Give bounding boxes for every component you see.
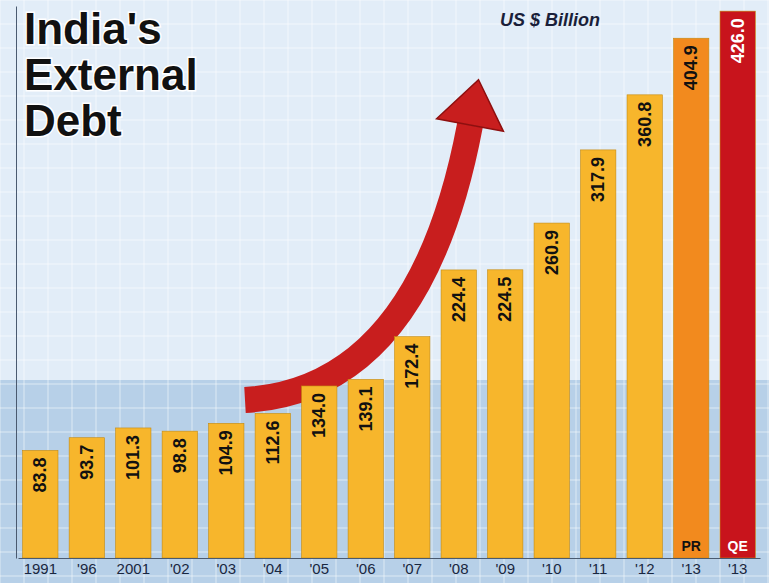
y-axis <box>16 7 17 559</box>
x-tick-label: '13 <box>728 560 748 577</box>
data-label: 139.1 <box>356 386 376 431</box>
paper-line <box>768 0 769 583</box>
annotations: PR QE <box>681 538 747 554</box>
x-tick-label: '05 <box>309 560 329 577</box>
paper-line <box>0 0 769 1</box>
bar <box>23 450 58 558</box>
x-tick: '04 <box>263 558 283 577</box>
bar <box>441 270 476 558</box>
y-axis-line <box>16 7 17 559</box>
data-label: 112.6 <box>263 420 283 464</box>
bar <box>395 337 430 558</box>
x-tick: '08 <box>449 558 469 577</box>
x-tick-label: '96 <box>77 560 97 577</box>
bar <box>627 95 662 558</box>
background-paper <box>0 0 769 583</box>
paper-line <box>432 0 433 583</box>
x-tick: '96 <box>77 558 97 577</box>
x-tick: '05 <box>309 558 329 577</box>
x-axis: 1991 '96 2001 '02 '03 '04 '05 '06 '07 '08 '09 '10 '1… <box>19 558 761 577</box>
bars <box>23 11 756 558</box>
x-tick-label: '09 <box>495 560 515 577</box>
bar <box>348 379 383 558</box>
x-tick-label: '08 <box>449 560 469 577</box>
paper-line <box>0 0 1 583</box>
bar <box>302 386 337 558</box>
x-tick-label: 1991 <box>24 560 57 577</box>
bar <box>720 11 755 558</box>
paper-line <box>672 0 673 583</box>
data-label: 224.5 <box>495 277 515 322</box>
x-tick-label: '13 <box>681 560 701 577</box>
bar <box>488 270 523 558</box>
x-tick: '07 <box>402 558 422 577</box>
background <box>0 0 769 583</box>
title: India'sExternalDebt <box>24 4 198 145</box>
data-label: 426.0 <box>728 18 748 63</box>
bar <box>209 423 244 558</box>
x-tick-label: '10 <box>542 560 562 577</box>
x-tick-label: 2001 <box>117 560 150 577</box>
x-tick-label: '02 <box>170 560 190 577</box>
bar <box>534 223 569 558</box>
x-tick-label: '11 <box>589 560 607 577</box>
arrow-body <box>245 125 470 400</box>
x-tick-label: '12 <box>635 560 655 577</box>
bar <box>116 428 151 558</box>
background-top <box>0 0 769 583</box>
arrow-head <box>437 80 504 132</box>
data-label: 317.9 <box>588 157 608 202</box>
title-line: Debt <box>24 96 122 145</box>
bar <box>581 150 616 558</box>
data-label: 172.4 <box>402 344 422 389</box>
data-label: 224.4 <box>449 277 469 322</box>
x-tick: 2001 <box>117 558 150 577</box>
data-label: 260.9 <box>542 230 562 275</box>
data-label: 83.8 <box>30 457 50 492</box>
bar <box>162 431 197 558</box>
paper-line <box>528 0 529 583</box>
title-line: External <box>24 50 198 99</box>
paper-line <box>624 0 625 583</box>
bar <box>255 413 290 558</box>
data-label: 134.0 <box>309 393 329 438</box>
data-label: 98.8 <box>170 438 190 473</box>
x-tick: '10 <box>542 558 562 577</box>
chart: 1991 '96 2001 '02 '03 '04 '05 '06 '07 '08 '09 '10 '1… <box>0 0 769 583</box>
x-tick-label: '04 <box>263 560 283 577</box>
data-label: 360.8 <box>635 102 655 147</box>
x-tick: '13 <box>681 558 701 577</box>
x-tick: 1991 <box>24 558 57 577</box>
title-line: India's <box>24 4 162 53</box>
annotation: PR <box>681 538 700 554</box>
data-label: 404.9 <box>681 45 701 90</box>
x-tick: '06 <box>356 558 376 577</box>
x-tick-label: '03 <box>216 560 236 577</box>
x-tick: '13 <box>728 558 748 577</box>
x-tick: '03 <box>216 558 236 577</box>
data-label: 101.3 <box>123 435 143 480</box>
x-tick: '11 <box>589 558 607 577</box>
subtitle: US $ Billion <box>500 10 600 30</box>
bar <box>674 38 709 558</box>
bar <box>69 438 104 558</box>
x-tick: '02 <box>170 558 190 577</box>
x-tick-label: '07 <box>402 560 422 577</box>
annotation: QE <box>728 538 748 554</box>
x-tick-label: '06 <box>356 560 376 577</box>
paper-line <box>576 0 577 583</box>
x-tick: '12 <box>635 558 655 577</box>
data-label: 104.9 <box>216 430 236 475</box>
x-tick: '09 <box>495 558 515 577</box>
data-label: 93.7 <box>77 445 97 480</box>
